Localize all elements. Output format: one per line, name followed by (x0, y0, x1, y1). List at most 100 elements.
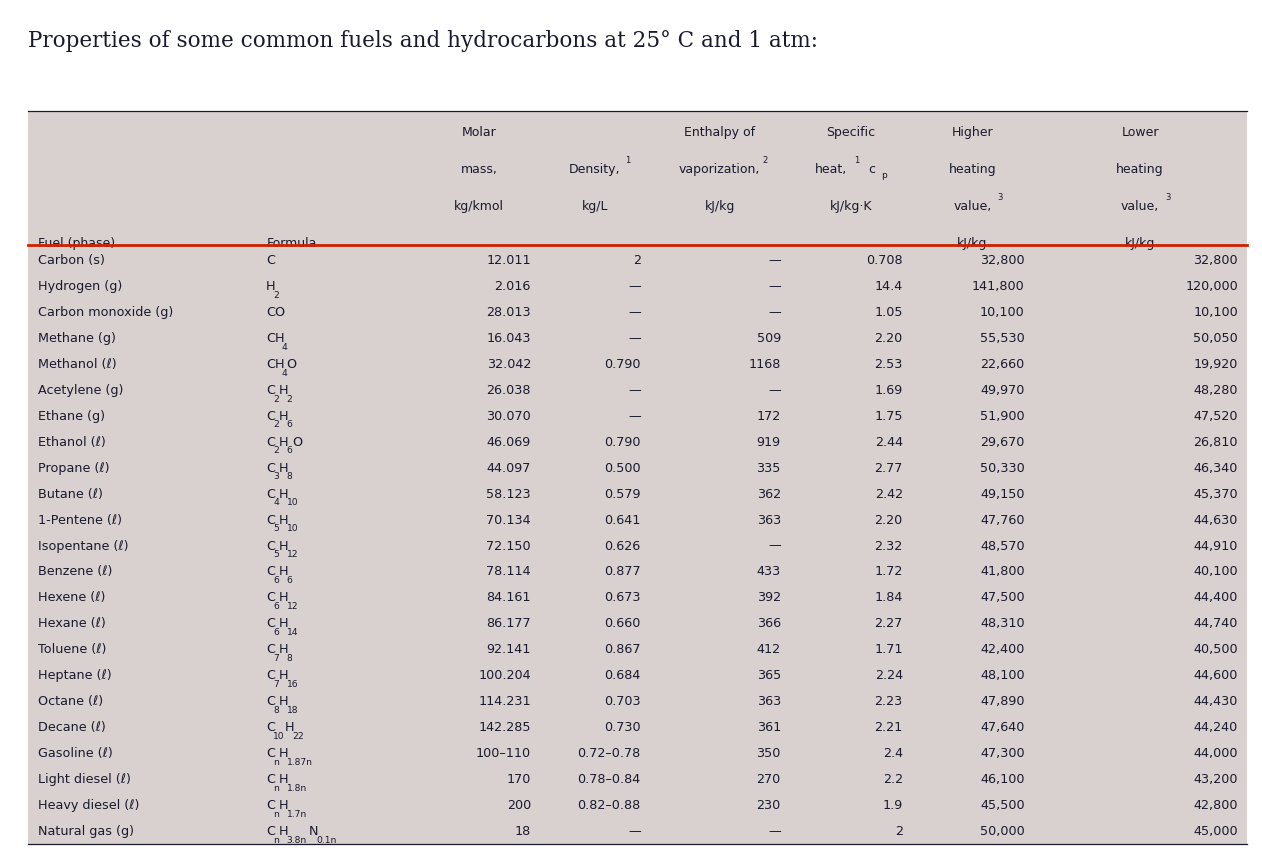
Text: —: — (769, 384, 781, 397)
Text: N: N (309, 825, 318, 838)
Text: C: C (266, 514, 275, 527)
Text: 47,300: 47,300 (981, 747, 1025, 760)
Text: 16: 16 (286, 680, 298, 688)
Text: 120,000: 120,000 (1185, 280, 1238, 293)
Text: 270: 270 (757, 773, 781, 786)
Text: 172: 172 (757, 410, 781, 423)
Text: 361: 361 (757, 721, 781, 734)
Text: 0.641: 0.641 (604, 514, 641, 527)
Text: 1.72: 1.72 (875, 565, 902, 578)
Text: 6: 6 (274, 628, 279, 637)
Text: H: H (279, 462, 289, 475)
Text: C: C (266, 669, 275, 682)
Text: 919: 919 (757, 436, 781, 449)
Text: heat,: heat, (815, 164, 848, 177)
Text: 2: 2 (762, 156, 767, 165)
Text: 10: 10 (286, 524, 298, 533)
Text: 26,810: 26,810 (1194, 436, 1238, 449)
Text: C: C (266, 825, 275, 838)
Text: 14.4: 14.4 (875, 280, 902, 293)
Text: 10: 10 (274, 732, 285, 740)
Text: 4: 4 (281, 369, 286, 378)
Text: 0.877: 0.877 (604, 565, 641, 578)
Text: 2.23: 2.23 (875, 695, 902, 708)
Text: 365: 365 (757, 669, 781, 682)
Text: 10,100: 10,100 (979, 306, 1025, 319)
Text: 47,500: 47,500 (981, 591, 1025, 604)
Text: 10: 10 (286, 498, 298, 507)
Text: 44.097: 44.097 (487, 462, 531, 475)
Text: 50,000: 50,000 (979, 825, 1025, 838)
Text: 6: 6 (274, 576, 279, 585)
Text: kg/L: kg/L (582, 200, 608, 213)
Text: 46,340: 46,340 (1194, 462, 1238, 475)
Text: 2.77: 2.77 (875, 462, 902, 475)
Text: 0.730: 0.730 (604, 721, 641, 734)
Text: 92.141: 92.141 (487, 643, 531, 656)
Text: H: H (279, 669, 289, 682)
Text: 170: 170 (506, 773, 531, 786)
Text: 43,200: 43,200 (1194, 773, 1238, 786)
Text: 1.84: 1.84 (875, 591, 902, 604)
Text: 48,280: 48,280 (1194, 384, 1238, 397)
Text: Toluene (ℓ): Toluene (ℓ) (38, 643, 106, 656)
Text: 2.27: 2.27 (875, 617, 902, 630)
Text: 2: 2 (274, 446, 279, 456)
Text: 200: 200 (507, 799, 531, 812)
Text: Lower: Lower (1122, 126, 1159, 139)
Text: —: — (769, 825, 781, 838)
Text: C: C (266, 410, 275, 423)
Text: 1.8n: 1.8n (286, 784, 307, 792)
Text: 8: 8 (274, 706, 279, 714)
Text: H: H (279, 591, 289, 604)
Text: 2.4: 2.4 (882, 747, 902, 760)
Text: Hexane (ℓ): Hexane (ℓ) (38, 617, 106, 630)
Text: 6: 6 (274, 602, 279, 611)
Text: Density,: Density, (569, 164, 621, 177)
Text: 45,370: 45,370 (1194, 488, 1238, 501)
Text: 433: 433 (757, 565, 781, 578)
Text: p: p (881, 171, 887, 180)
Text: 48,310: 48,310 (981, 617, 1025, 630)
Text: Fuel (phase): Fuel (phase) (38, 237, 115, 250)
Text: kJ/kg: kJ/kg (704, 200, 734, 213)
Text: 1: 1 (625, 156, 630, 165)
Text: 0.82–0.88: 0.82–0.88 (578, 799, 641, 812)
Text: C: C (266, 617, 275, 630)
Text: 12.011: 12.011 (486, 254, 531, 267)
Text: 44,430: 44,430 (1194, 695, 1238, 708)
Text: 44,740: 44,740 (1194, 617, 1238, 630)
Text: Specific: Specific (827, 126, 876, 139)
Text: n: n (274, 784, 279, 792)
Text: 3.8n: 3.8n (286, 836, 307, 844)
Text: 2: 2 (632, 254, 641, 267)
Text: 51,900: 51,900 (981, 410, 1025, 423)
Text: 47,520: 47,520 (1194, 410, 1238, 423)
Text: Formula: Formula (268, 237, 318, 250)
Text: C: C (266, 488, 275, 501)
Text: Hydrogen (g): Hydrogen (g) (38, 280, 122, 293)
Text: 0.78–0.84: 0.78–0.84 (578, 773, 641, 786)
Text: Gasoline (ℓ): Gasoline (ℓ) (38, 747, 112, 760)
Text: 46.069: 46.069 (487, 436, 531, 449)
Text: 3: 3 (1165, 192, 1171, 202)
Text: 78.114: 78.114 (486, 565, 531, 578)
Text: 50,050: 50,050 (1194, 332, 1238, 345)
Text: 2.44: 2.44 (875, 436, 902, 449)
Text: H: H (279, 773, 289, 786)
Text: 2: 2 (274, 291, 279, 300)
Text: Properties of some common fuels and hydrocarbons at 25° C and 1 atm:: Properties of some common fuels and hydr… (28, 30, 818, 52)
Text: kJ/kg·K: kJ/kg·K (829, 200, 872, 213)
Text: CH: CH (266, 332, 284, 345)
Text: Methane (g): Methane (g) (38, 332, 116, 345)
Text: H: H (266, 280, 275, 293)
Text: H: H (279, 825, 289, 838)
Text: C: C (266, 254, 275, 267)
Text: C: C (266, 747, 275, 760)
Text: 12: 12 (286, 602, 298, 611)
Text: 4: 4 (274, 498, 279, 507)
Text: C: C (266, 773, 275, 786)
Text: 363: 363 (757, 695, 781, 708)
Text: 7: 7 (274, 680, 279, 688)
Text: 2.20: 2.20 (875, 332, 902, 345)
